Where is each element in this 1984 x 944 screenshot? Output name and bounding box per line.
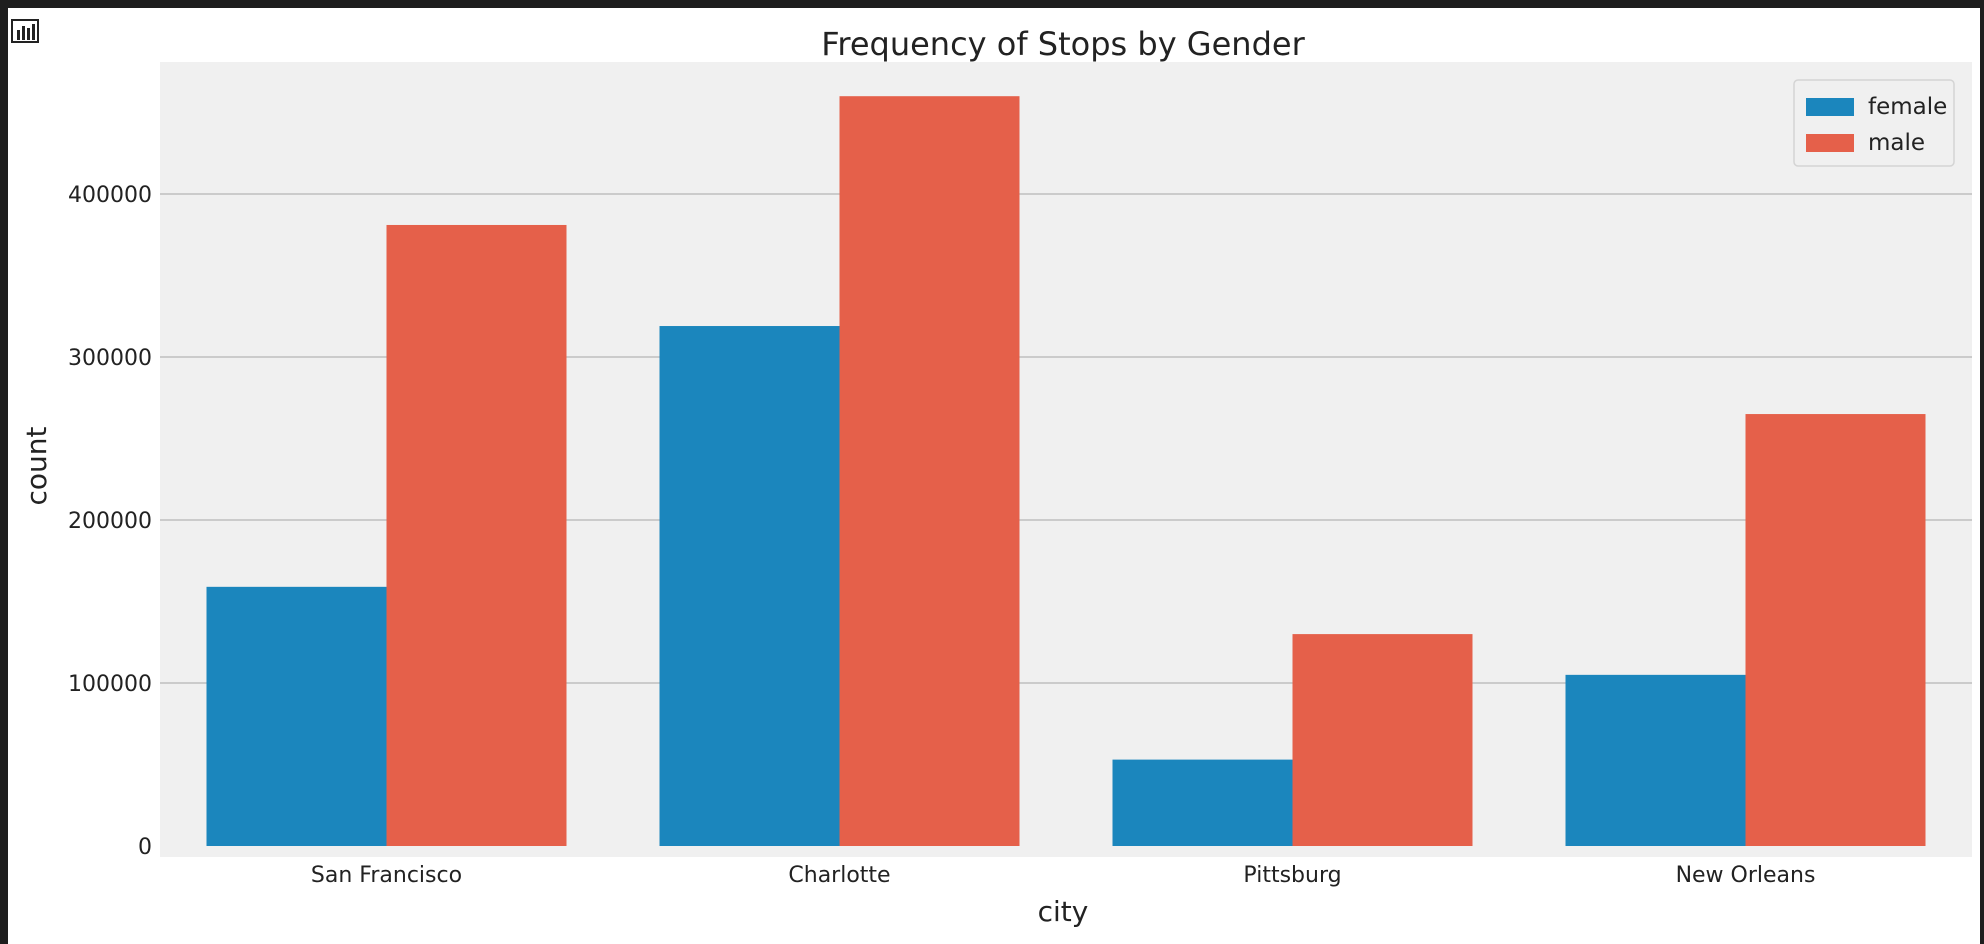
bar-male-charlotte bbox=[839, 96, 1020, 846]
bar-male-pittsburg bbox=[1292, 634, 1473, 846]
chart-toolbar-icon-bar bbox=[27, 28, 30, 40]
bar-female-pittsburg bbox=[1112, 759, 1293, 846]
legend: female male bbox=[1793, 79, 1955, 167]
chart-toolbar-icon[interactable] bbox=[10, 16, 40, 46]
chart-toolbar-icon-bar bbox=[17, 30, 20, 40]
legend-label-male: male bbox=[1868, 130, 1925, 156]
bar-female-new-orleans bbox=[1565, 674, 1746, 846]
y-tick-label: 300000 bbox=[68, 346, 152, 371]
bar-male-new-orleans bbox=[1745, 414, 1926, 846]
y-tick-label: 400000 bbox=[68, 183, 152, 208]
x-axis-label: city bbox=[1038, 895, 1089, 928]
legend-label-female: female bbox=[1868, 94, 1947, 120]
x-tick-label: Charlotte bbox=[788, 863, 890, 888]
y-tick-label: 100000 bbox=[68, 672, 152, 697]
legend-swatch-male bbox=[1806, 134, 1854, 152]
bar-chart: Frequency of Stops by Gender 0 100000 2000… bbox=[20, 25, 1972, 928]
x-tick-label: Pittsburg bbox=[1243, 863, 1341, 888]
y-axis-label: count bbox=[20, 426, 53, 505]
y-tick-label: 200000 bbox=[68, 509, 152, 534]
bar-male-san-francisco bbox=[386, 224, 567, 847]
y-axis-ticks: 0 100000 200000 300000 400000 bbox=[68, 183, 152, 860]
bars bbox=[206, 96, 1926, 847]
output-frame: Frequency of Stops by Gender 0 100000 2000… bbox=[8, 8, 1980, 944]
x-axis-ticks: San Francisco Charlotte Pittsburg New Orlea… bbox=[311, 863, 1816, 888]
x-tick-label: San Francisco bbox=[311, 863, 462, 888]
chart-toolbar-icon-frame bbox=[11, 19, 39, 43]
bar-female-san-francisco bbox=[206, 586, 387, 846]
bar-female-charlotte bbox=[659, 326, 840, 846]
legend-swatch-female bbox=[1806, 98, 1854, 116]
chart-toolbar-icon-bar bbox=[22, 26, 25, 40]
chart-title: Frequency of Stops by Gender bbox=[821, 25, 1305, 63]
x-tick-label: New Orleans bbox=[1676, 863, 1816, 888]
y-tick-label: 0 bbox=[138, 835, 152, 860]
chart-toolbar-icon-bar bbox=[32, 24, 35, 40]
